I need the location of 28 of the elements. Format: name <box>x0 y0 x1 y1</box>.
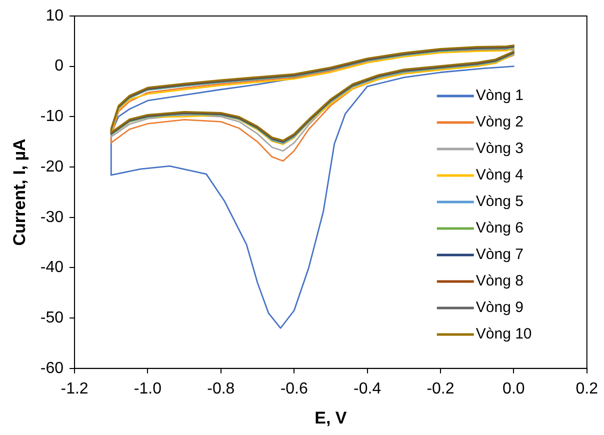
legend-label: Vòng 3 <box>476 140 524 158</box>
x-tick-label: -1.2 <box>60 380 88 398</box>
legend-label: Vòng 4 <box>476 166 524 184</box>
x-tick-label: -0.8 <box>207 380 235 398</box>
legend-label: Vòng 9 <box>476 299 524 316</box>
y-axis-title: Current, I, µA <box>10 138 29 246</box>
x-axis-title: E, V <box>314 408 348 428</box>
x-tick-label: -0.2 <box>426 380 454 398</box>
y-tick-label: -60 <box>40 360 64 377</box>
legend-label: Vòng 8 <box>476 272 524 290</box>
legend-label: Vòng 10 <box>476 326 532 343</box>
y-tick-label: -30 <box>40 208 64 226</box>
x-tick-label: -0.6 <box>280 380 308 398</box>
y-tick-label: -20 <box>40 158 64 176</box>
legend-label: Vòng 2 <box>476 114 524 131</box>
y-tick-label: -10 <box>40 108 64 126</box>
x-tick-label: -0.4 <box>354 380 382 398</box>
legend-label: Vòng 1 <box>476 87 524 104</box>
y-tick-label: -40 <box>40 259 64 276</box>
legend-label: Vòng 5 <box>476 193 524 210</box>
y-tick-label: -50 <box>40 309 64 326</box>
y-tick-label: 0 <box>54 58 64 75</box>
legend-label: Vòng 6 <box>476 220 524 237</box>
x-tick-label: 0.0 <box>502 380 525 398</box>
x-tick-label: -1.0 <box>134 380 162 398</box>
legend-label: Vòng 7 <box>476 246 524 264</box>
x-tick-label: 0.2 <box>576 380 598 398</box>
y-tick-label: 10 <box>46 7 64 24</box>
